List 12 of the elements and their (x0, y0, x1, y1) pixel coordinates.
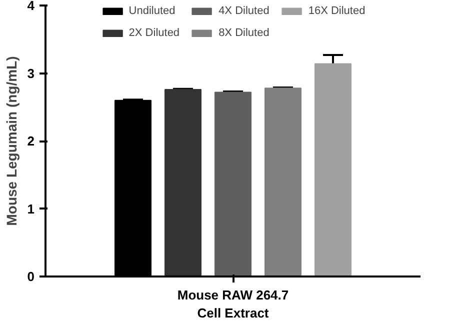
legend-label: Undiluted (128, 5, 176, 17)
legend-label: 16X Diluted (308, 5, 366, 17)
y-tick-label: 0 (27, 269, 35, 284)
y-tick-label: 4 (27, 0, 36, 13)
legend-label: 4X Diluted (218, 5, 270, 17)
y-tick-label: 2 (27, 134, 35, 148)
x-tick-label: Mouse RAW 264.7 Cell Extract (177, 288, 289, 320)
y-axis-title: Mouse Legumain (ng/mL) (3, 56, 20, 226)
legend-label: 2X Diluted (128, 27, 180, 39)
y-tick-label: 1 (27, 201, 35, 216)
y-tick-label: 3 (27, 66, 35, 81)
legend-label: 8X Diluted (218, 27, 270, 39)
